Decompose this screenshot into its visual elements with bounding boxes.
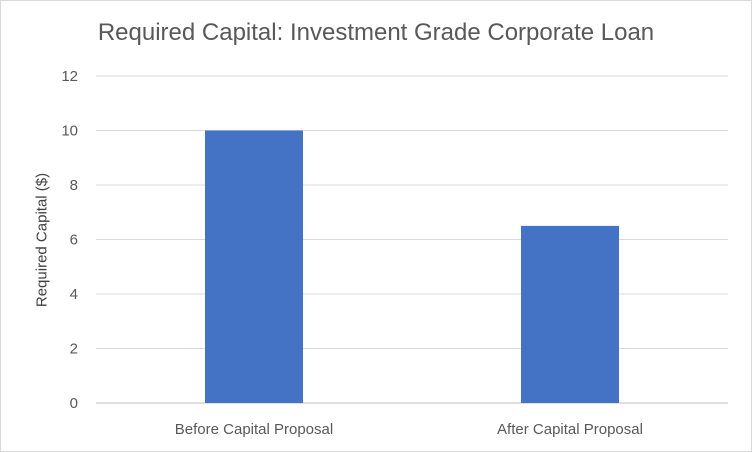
y-tick-label: 10: [61, 123, 78, 140]
y-tick-label: 0: [70, 395, 78, 412]
y-tick-label: 4: [70, 286, 78, 303]
y-tick-label: 2: [70, 341, 78, 358]
y-tick-label: 8: [70, 177, 78, 194]
chart-title: Required Capital: Investment Grade Corpo…: [97, 19, 655, 46]
x-tick-label: After Capital Proposal: [497, 421, 643, 438]
bar-after-capital-proposal: [521, 225, 619, 403]
y-tick-label: 6: [70, 232, 78, 249]
x-tick-label: Before Capital Proposal: [175, 421, 333, 438]
y-tick-label: 12: [61, 68, 78, 85]
bar-before-capital-proposal: [205, 130, 303, 403]
